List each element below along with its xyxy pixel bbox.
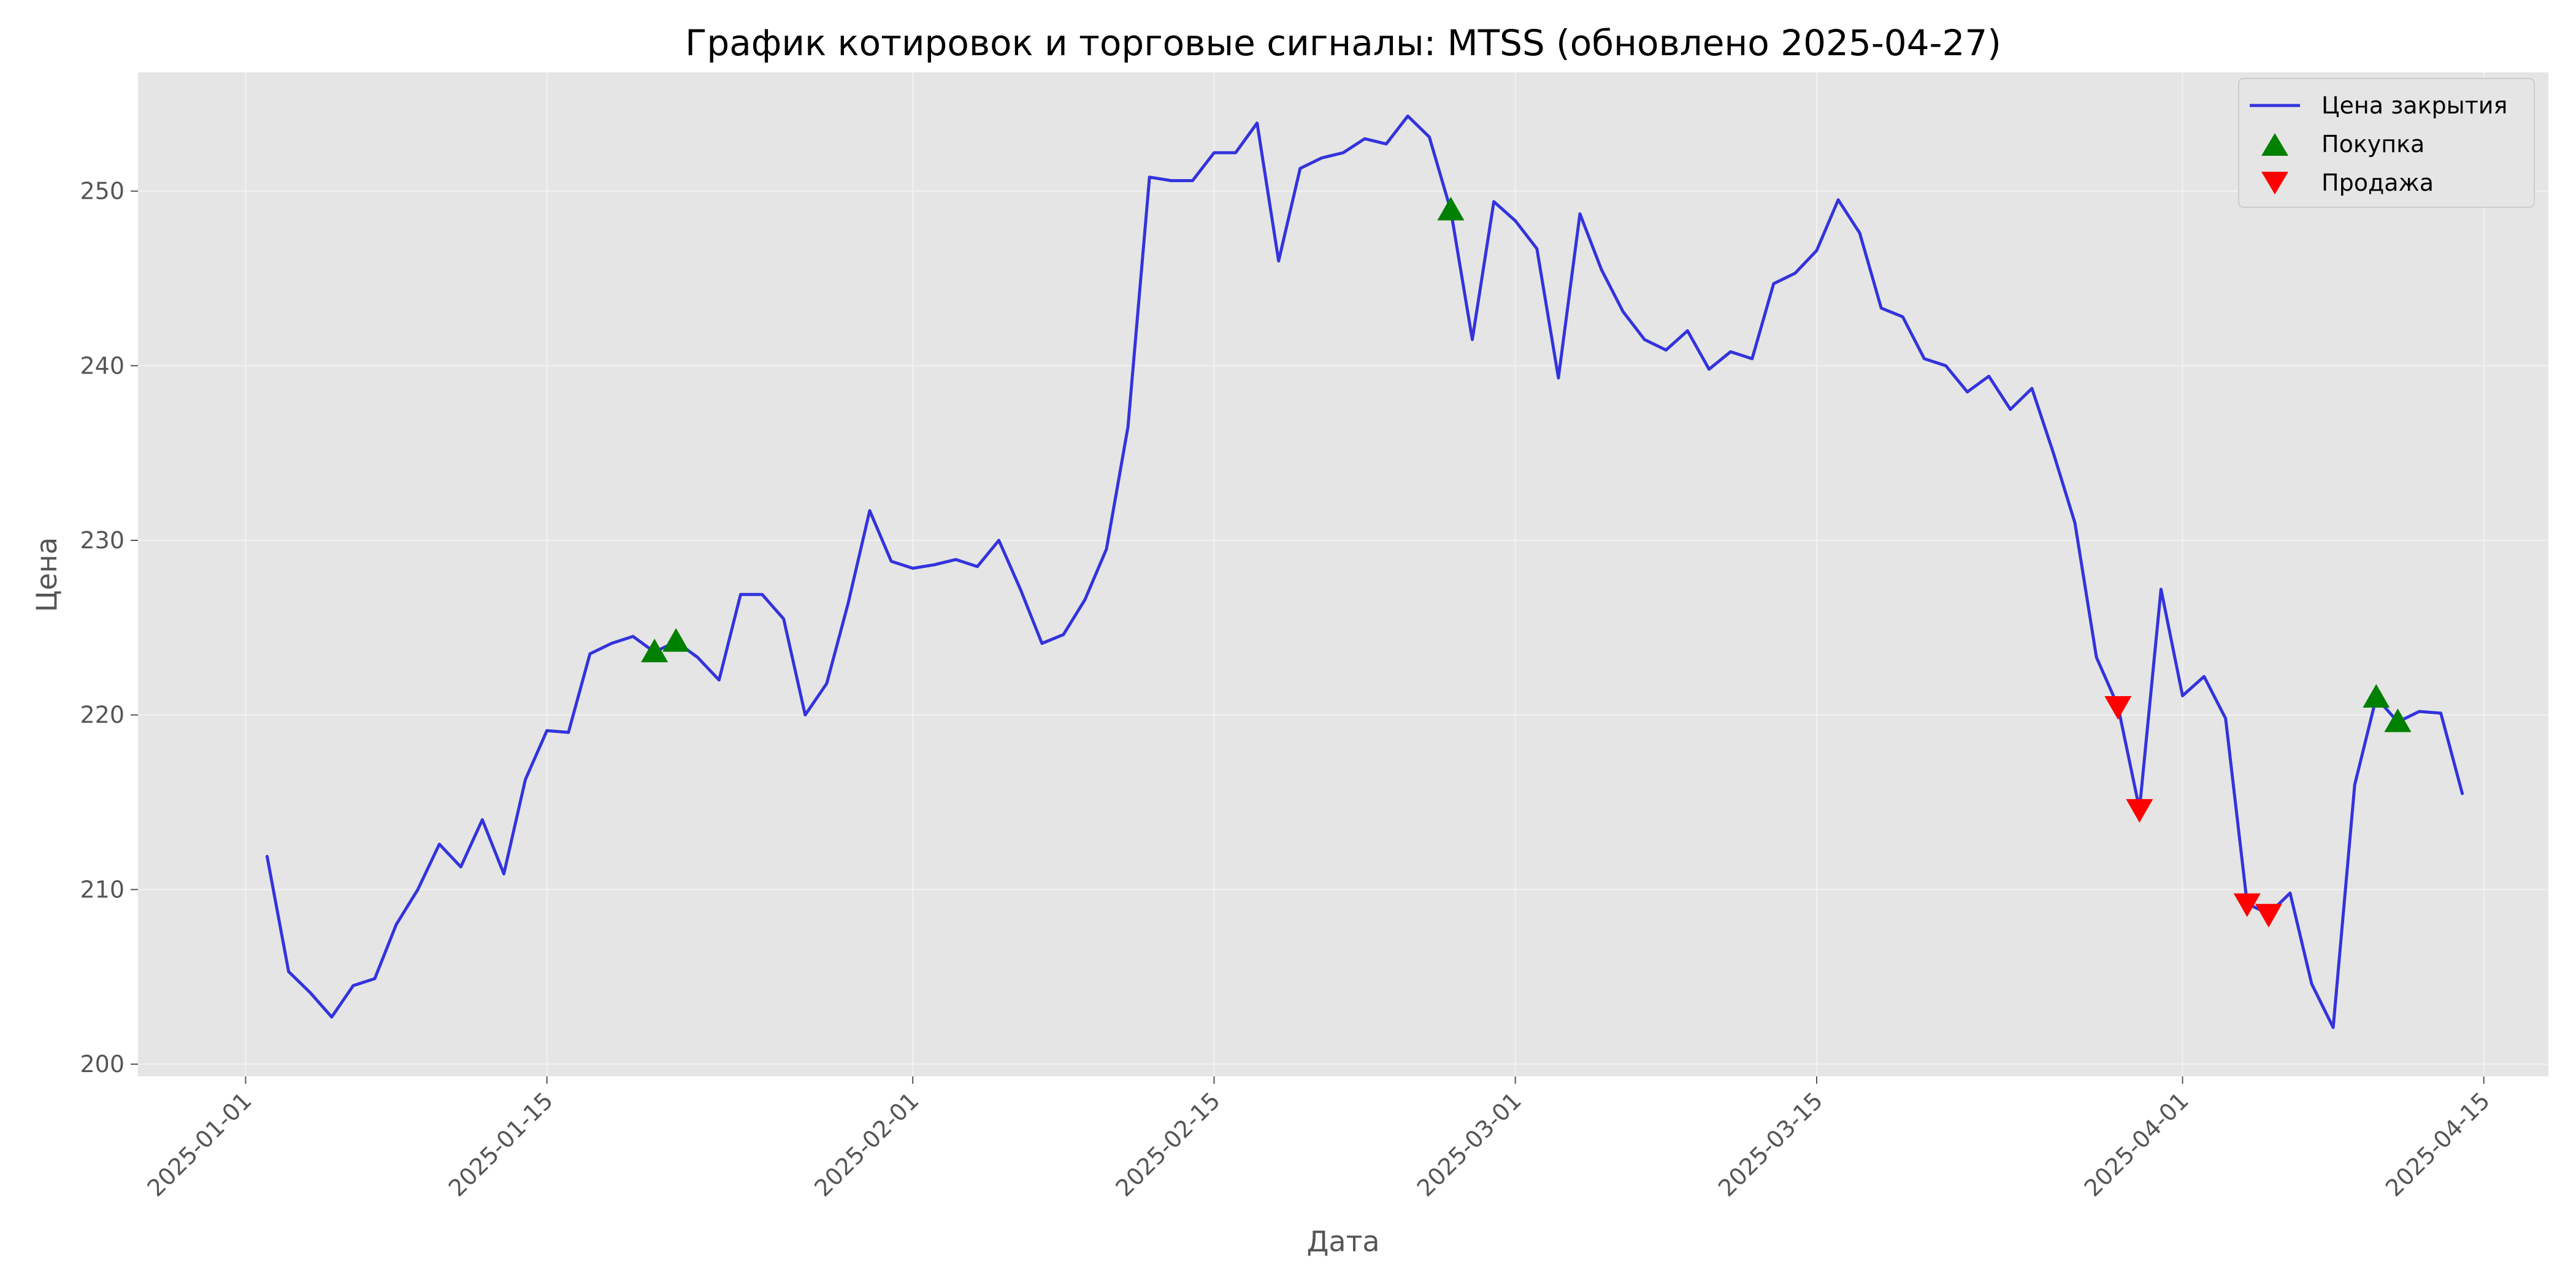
sell-signal-marker [2104, 696, 2132, 720]
legend-label-sell: Продажа [2321, 169, 2434, 196]
y-axis-title: Цена [30, 537, 63, 612]
buy-signal-marker [1437, 196, 1465, 221]
sell-signal-marker [2126, 799, 2153, 823]
series-line-close-price [266, 114, 2464, 1029]
buy-signal-marker [2384, 708, 2412, 732]
series-layer [266, 114, 2464, 1029]
grid-lines [138, 72, 2548, 1076]
y-axis: 200 210 220 230 240 250 [80, 178, 138, 1078]
y-tick-label: 200 [80, 1051, 125, 1078]
y-tick-label: 230 [80, 527, 125, 554]
marker-layer [641, 196, 2412, 928]
legend-buy-swatch [2261, 133, 2288, 156]
x-axis-title: Дата [1306, 1225, 1379, 1258]
sell-signal-marker [2233, 893, 2261, 918]
chart-title: График котировок и торговые сигналы: MTS… [685, 22, 2001, 64]
legend-label-close: Цена закрытия [2321, 92, 2507, 119]
legend-box [2238, 78, 2535, 208]
legend: Цена закрытия Покупка Продажа [2238, 78, 2535, 208]
plot-area [138, 72, 2548, 1076]
buy-signal-marker [662, 628, 690, 652]
y-tick-label: 240 [80, 352, 125, 379]
buy-signal-marker [2363, 684, 2390, 708]
sell-signal-marker [2255, 903, 2282, 928]
legend-label-buy: Покупка [2321, 131, 2425, 158]
legend-sell-swatch [2261, 172, 2288, 194]
y-tick-label: 210 [80, 876, 125, 903]
y-tick-label: 220 [80, 702, 125, 729]
y-tick-label: 250 [80, 178, 125, 205]
buy-signal-marker [641, 638, 669, 662]
